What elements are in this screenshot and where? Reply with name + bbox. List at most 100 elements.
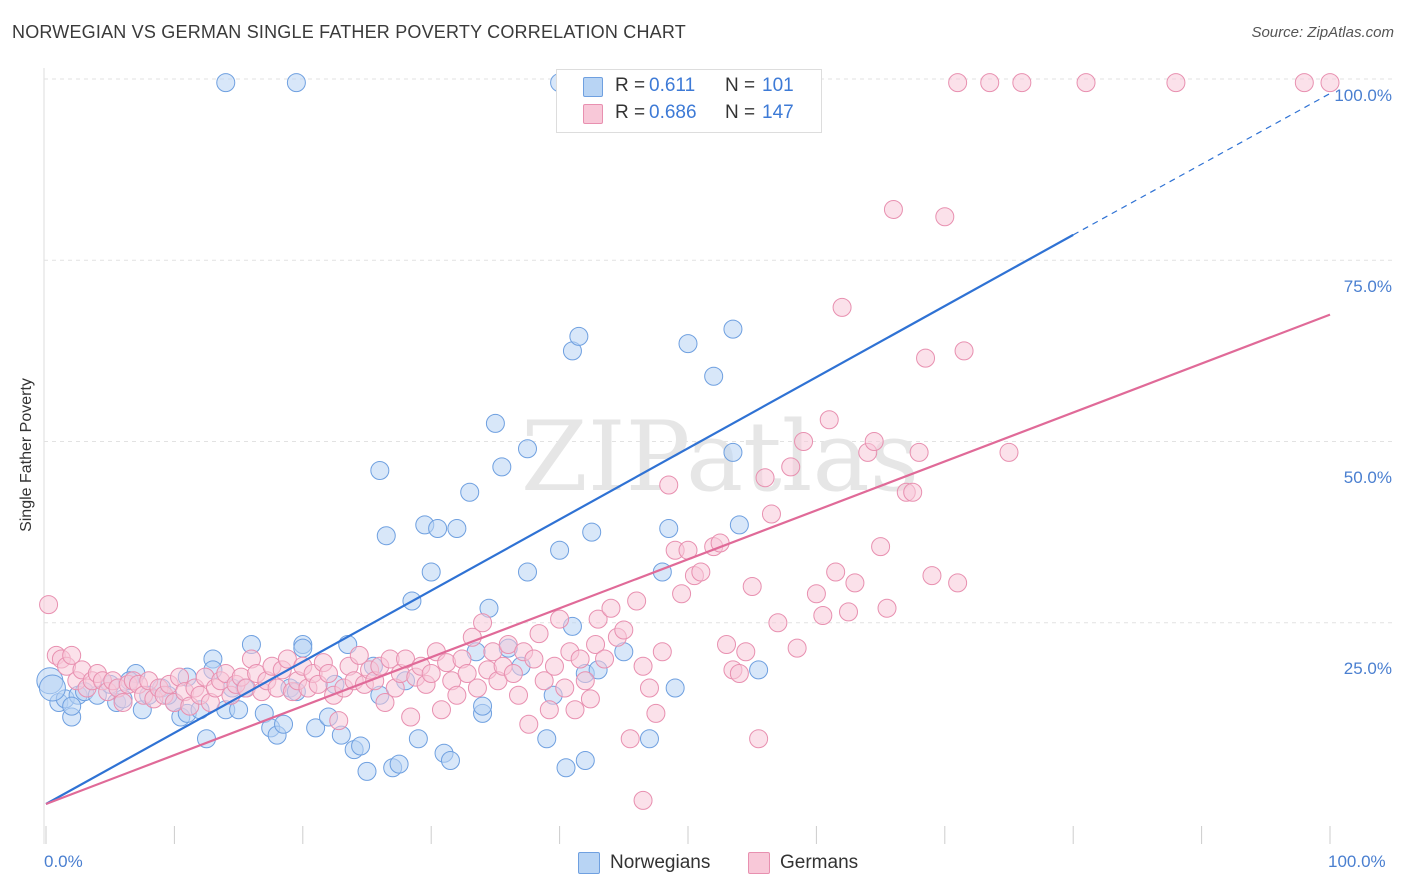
german-point — [845, 573, 865, 593]
german-point — [717, 635, 737, 654]
german-point — [948, 73, 968, 93]
german-point — [980, 73, 1000, 93]
german-point — [871, 537, 891, 557]
norwegian-point — [492, 457, 512, 477]
german-point — [832, 297, 852, 317]
german-point — [742, 577, 762, 596]
german-point — [555, 678, 575, 698]
german-point — [639, 678, 659, 698]
german-point — [691, 562, 711, 582]
chart-title: NORWEGIAN VS GERMAN SINGLE FATHER POVERT… — [12, 22, 686, 42]
german-point — [864, 432, 884, 451]
norwegian-point — [518, 439, 537, 459]
german-point — [483, 642, 503, 662]
x-tick-label: 100.0% — [1328, 852, 1386, 871]
norwegian-point — [376, 526, 396, 546]
legend-n-label: N = — [725, 75, 756, 96]
norwegian-point — [216, 73, 236, 93]
german-point — [595, 649, 615, 669]
german-point — [813, 606, 833, 625]
norwegian-point — [286, 73, 306, 93]
norwegian-point — [749, 660, 769, 680]
norwegian-point — [665, 678, 685, 698]
german-point — [781, 457, 801, 477]
german-point — [839, 602, 858, 622]
german-point — [819, 410, 839, 430]
german-point — [375, 693, 395, 712]
german-trend-line — [45, 313, 1331, 806]
norwegian-point — [389, 754, 409, 774]
german-point — [318, 664, 338, 683]
norwegian-point — [351, 736, 371, 756]
norwegian-point — [485, 413, 505, 433]
german-point — [588, 609, 608, 629]
legend-swatch-norwegians — [583, 77, 603, 97]
norwegian-point — [428, 519, 448, 538]
german-point — [457, 664, 477, 683]
y-tick-label: 100.0% — [1334, 86, 1392, 105]
german-point — [794, 432, 814, 451]
german-point — [524, 649, 544, 669]
german-point — [113, 693, 133, 712]
norwegian-point — [38, 674, 66, 702]
german-point — [672, 584, 692, 604]
norwegian-trend-line — [45, 233, 1074, 805]
german-point — [39, 595, 59, 615]
norwegian-point — [408, 729, 428, 749]
german-point — [1166, 73, 1186, 93]
legend-swatch-germans — [583, 104, 603, 124]
german-point — [1012, 73, 1032, 93]
german-point — [534, 671, 554, 691]
german-point — [826, 562, 846, 582]
norwegian-point — [460, 482, 480, 502]
y-tick-label: 25.0% — [1343, 659, 1392, 678]
german-point — [509, 685, 529, 705]
norwegian-point — [659, 519, 679, 538]
norwegian-point — [306, 718, 326, 738]
norwegian-point — [678, 334, 698, 354]
german-point — [652, 642, 672, 662]
german-point — [62, 645, 82, 665]
german-point — [916, 348, 936, 368]
y-tick-label: 75.0% — [1343, 277, 1392, 296]
german-point — [877, 598, 897, 618]
german-point — [999, 442, 1019, 462]
german-point — [447, 685, 467, 705]
german-point — [659, 475, 679, 495]
german-point — [935, 207, 955, 227]
watermark: ZIPatlas — [521, 401, 919, 513]
german-point — [620, 729, 640, 749]
german-point — [565, 700, 585, 720]
x-tick-label: 0.0% — [44, 852, 83, 871]
y-tick-label: 50.0% — [1343, 468, 1392, 487]
german-point — [544, 656, 564, 676]
norwegian-point — [447, 519, 467, 538]
german-point — [948, 573, 968, 593]
german-point — [627, 591, 647, 611]
german-point — [749, 729, 769, 749]
stats-legend: R = 0.611 N = 101 R = 0.686 N = 147 — [556, 69, 822, 133]
german-point — [498, 635, 518, 654]
german-point — [586, 635, 606, 654]
norwegian-point — [357, 761, 377, 781]
norwegian-point — [62, 696, 82, 716]
norwegian-trend-extension — [1072, 92, 1331, 236]
norwegian-point — [582, 522, 602, 542]
german-point — [580, 689, 600, 709]
german-point — [954, 341, 974, 361]
norwegian-point — [293, 638, 313, 658]
legend-swatch-germans — [748, 852, 770, 874]
german-point — [575, 671, 595, 691]
german-point — [614, 620, 634, 640]
german-point — [329, 711, 349, 731]
german-point — [277, 649, 297, 669]
legend-r-value: 0.686 — [649, 102, 697, 123]
german-point — [401, 707, 421, 727]
german-point — [529, 624, 549, 644]
german-point — [421, 664, 441, 683]
legend-r-value: 0.611 — [649, 75, 696, 96]
legend-row-germans: R = 0.686 N = 147 — [557, 101, 821, 127]
german-point — [909, 442, 929, 462]
german-point — [755, 468, 775, 488]
